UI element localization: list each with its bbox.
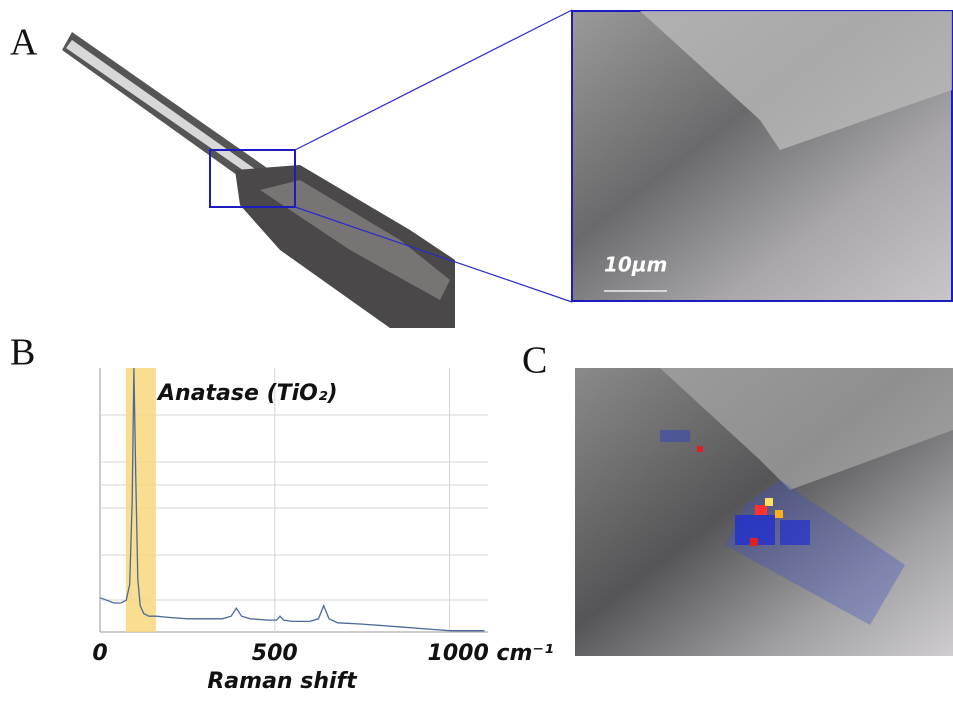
x-tick-label: 1000 cm⁻¹ (428, 641, 554, 666)
spectrum-chart: 0 500 1000 cm⁻¹ (92, 367, 554, 666)
raman-map (575, 368, 953, 656)
spectrum-line (99, 367, 485, 632)
highlight-band (125, 368, 156, 632)
x-tick-label: 0 (92, 641, 107, 666)
annotation: Anatase (TiO₂) (156, 381, 338, 406)
micrograph-a (62, 9, 573, 328)
scale-bar-label: 10µm (604, 253, 667, 277)
micrograph-zoom (571, 10, 953, 302)
h-grid (100, 414, 488, 601)
panel-label: C (522, 340, 547, 382)
panel-label: A (10, 22, 38, 64)
panel-label: B (10, 332, 35, 374)
x-axis-label: Raman shift (207, 669, 358, 694)
x-tick-label: 500 (252, 641, 298, 666)
